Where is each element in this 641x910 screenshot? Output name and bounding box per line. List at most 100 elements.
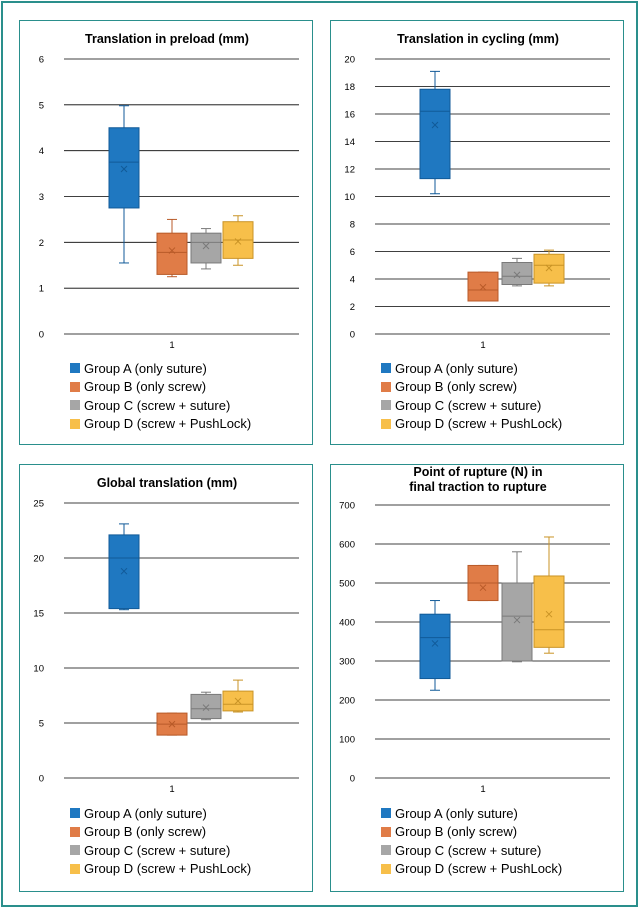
box-3 [501,257,533,287]
y-tick-label: 300 [339,657,355,668]
y-tick-label: 5 [39,100,44,111]
y-tick-label: 600 [339,540,355,551]
legend-label: Group A (only suture) [84,360,207,376]
mean-marker [513,616,521,624]
y-tick-label: 2 [39,238,44,249]
y-tick-label: 20 [344,55,355,66]
legend-swatch [381,381,391,392]
box-iqr [533,575,565,648]
box-2 [156,218,188,278]
mean-marker [513,271,521,279]
mean-marker [120,567,128,575]
y-tick-label: 16 [344,110,355,121]
chart-title: Global translation (mm) [97,476,237,490]
y-tick-label: 6 [39,55,44,66]
y-tick-label: 8 [350,220,355,231]
y-tick-label: 18 [344,82,355,93]
y-tick-label: 2 [350,302,355,313]
mean-marker [168,720,176,728]
mean-marker [202,242,210,250]
legend-swatch [70,381,80,392]
mean-marker [479,283,487,291]
mean-marker [545,610,553,618]
x-tick-label: 1 [169,784,174,795]
legend-swatch [70,363,80,374]
y-tick-label: 14 [344,137,355,148]
box-4 [533,249,565,287]
legend-cycling: Group A (only suture) Group B (only screw… [381,359,562,433]
legend-item: Group D (screw + PushLock) [381,860,562,879]
y-tick-label: 20 [33,554,44,565]
box-3 [190,691,222,721]
x-tick-label: 1 [169,340,174,351]
legend-label: Group B (only screw) [395,824,518,840]
box-iqr [419,88,451,180]
legend-item: Group D (screw + PushLock) [381,415,562,434]
y-tick-label: 3 [39,192,44,203]
chart-preload: Translation in preload (mm) 0 1 2 3 4 5 6 1 [39,32,299,351]
legend-item: Group C (screw + suture) [70,396,251,415]
y-tick-label: 0 [39,330,44,341]
box-iqr [467,271,499,302]
legend-label: Group D (screw + PushLock) [84,416,252,432]
box-iqr [108,127,140,209]
legend-label: Group D (screw + PushLock) [395,861,563,877]
legend-preload: Group A (only suture) Group B (only screw… [70,359,251,433]
legend-swatch [381,418,391,429]
y-tick-label: 1 [39,284,44,295]
legend-label: Group D (screw + PushLock) [395,416,563,432]
box-4 [222,215,254,266]
y-tick-label: 500 [339,579,355,590]
legend-label: Group B (only screw) [84,379,207,395]
chart-panel-global: Global translation (mm) 0 5 10 15 20 25 1 Group… [19,464,313,892]
y-tick-label: 10 [344,192,355,203]
mean-marker [234,697,242,705]
legend-global: Group A (only suture) Group B (only screw… [70,804,251,878]
y-tick-label: 0 [39,774,44,785]
legend-swatch [381,863,391,874]
legend-label: Group C (screw + suture) [84,397,231,413]
box-2 [467,271,499,302]
chart-panel-preload: Translation in preload (mm) 0 1 2 3 4 5 6 1 Grou… [19,20,313,445]
box-4 [222,679,254,713]
legend-label: Group A (only suture) [395,805,518,821]
legend-label: Group A (only suture) [84,805,207,821]
legend-item: Group A (only suture) [70,359,251,378]
legend-item: Group A (only suture) [381,359,562,378]
chart-title: Point of rupture (N) in [413,465,542,479]
legend-label: Group A (only suture) [395,360,518,376]
legend-swatch [381,808,391,819]
y-tick-label: 15 [33,609,44,620]
box-iqr [190,232,222,264]
box-1 [108,523,140,611]
y-tick-label: 100 [339,735,355,746]
legend-swatch [381,826,391,837]
box-3 [501,551,533,663]
legend-label: Group C (screw + suture) [395,842,542,858]
chart-panel-rupture: Point of rupture (N) in final traction to… [330,464,624,892]
chart-title: Translation in preload (mm) [85,32,249,46]
mean-marker [431,121,439,129]
y-tick-label: 0 [350,330,355,341]
y-tick-label: 5 [39,719,44,730]
y-tick-label: 10 [33,664,44,675]
mean-marker [168,247,176,254]
legend-label: Group C (screw + suture) [84,842,231,858]
legend-swatch [70,863,80,874]
y-tick-label: 400 [339,618,355,629]
x-tick-label: 1 [480,784,485,795]
mean-marker [234,238,242,245]
legend-item: Group B (only screw) [70,823,251,842]
y-tick-label: 12 [344,165,355,176]
legend-item: Group D (screw + PushLock) [70,860,251,879]
y-tick-label: 6 [350,247,355,258]
chart-cycling: Translation in cycling (mm) 0 2 4 6 8 10 12 14 16… [344,32,610,351]
legend-label: Group C (screw + suture) [395,397,542,413]
box-3 [190,228,222,270]
legend-swatch [70,400,80,411]
box-1 [419,600,451,691]
box-4 [533,536,565,654]
chart-global: Global translation (mm) 0 5 10 15 20 25 1 [33,476,299,795]
legend-item: Group B (only screw) [381,823,562,842]
